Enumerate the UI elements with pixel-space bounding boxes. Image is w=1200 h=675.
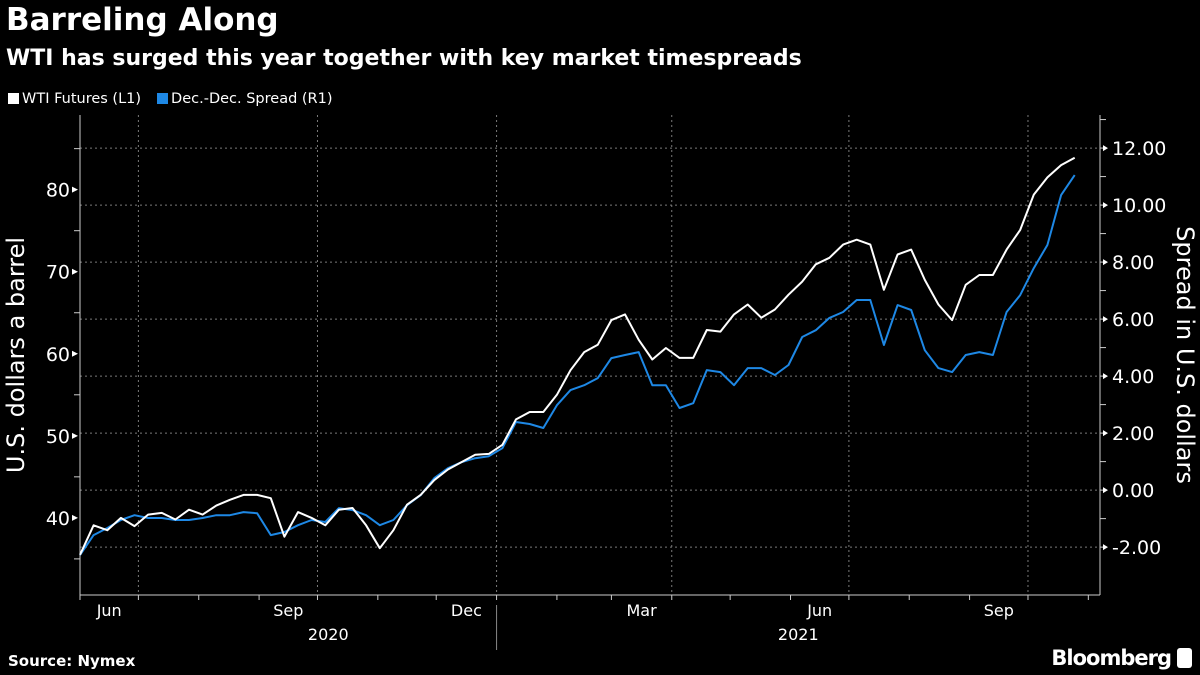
right-tick-marker — [1103, 430, 1108, 437]
right-tick-marker — [1103, 259, 1108, 266]
right-tick-marker — [1103, 544, 1108, 551]
source-note: Source: Nymex — [8, 652, 136, 670]
chart-subtitle: WTI has surged this year together with k… — [6, 46, 802, 71]
legend-label-wti: WTI Futures (L1) — [22, 91, 142, 107]
left-tick-marker — [72, 268, 78, 275]
left-axis-title: U.S. dollars a barrel — [2, 237, 30, 473]
right-tick-marker — [1103, 316, 1108, 323]
right-tick-label: 2.00 — [1112, 423, 1154, 445]
x-month-label: Jun — [806, 601, 832, 620]
left-tick-label: 60 — [46, 344, 70, 366]
legend: WTI Futures (L1) Dec.-Dec. Spread (R1) — [8, 91, 333, 107]
left-tick-label: 70 — [46, 262, 70, 284]
left-tick-label: 50 — [46, 426, 70, 448]
right-tick-marker — [1103, 373, 1108, 380]
right-tick-label: -2.00 — [1112, 537, 1161, 559]
x-year-label: 2021 — [778, 625, 819, 644]
right-tick-label: 8.00 — [1112, 252, 1154, 274]
x-month-label: Sep — [984, 601, 1014, 620]
x-month-label: Dec — [451, 601, 482, 620]
legend-label-spread: Dec.-Dec. Spread (R1) — [171, 91, 333, 107]
legend-swatch-spread — [157, 93, 169, 104]
chart-title: Barreling Along — [6, 2, 279, 38]
left-tick-label: 80 — [46, 180, 70, 202]
left-tick-marker — [72, 350, 78, 357]
left-tick-marker — [72, 432, 78, 439]
right-tick-label: 10.00 — [1112, 195, 1166, 217]
legend-swatch-wti — [8, 93, 19, 104]
right-tick-label: 12.00 — [1112, 138, 1166, 160]
spread-series-line — [79, 174, 1076, 556]
legend-item-spread: Dec.-Dec. Spread (R1) — [157, 91, 333, 107]
x-month-label: Jun — [96, 601, 122, 620]
wti-series-line — [79, 156, 1076, 556]
right-tick-label: 6.00 — [1112, 309, 1154, 331]
bloomberg-chart-icon — [1177, 648, 1192, 668]
right-tick-marker — [1103, 487, 1108, 494]
right-tick-marker — [1103, 145, 1108, 152]
right-tick-marker — [1103, 202, 1108, 209]
x-year-label: 2020 — [308, 625, 349, 644]
bloomberg-logo: Bloomberg — [1051, 646, 1192, 670]
right-tick-label: 4.00 — [1112, 366, 1154, 388]
right-axis-title: Spread in U.S. dollars — [1171, 226, 1199, 484]
left-tick-marker — [72, 514, 78, 521]
logo-text: Bloomberg — [1051, 646, 1172, 670]
left-tick-label: 40 — [46, 508, 70, 530]
right-tick-label: 0.00 — [1112, 480, 1154, 502]
legend-item-wti: WTI Futures (L1) — [8, 91, 141, 107]
x-month-label: Sep — [273, 601, 303, 620]
x-month-label: Mar — [626, 601, 657, 620]
left-tick-marker — [72, 186, 78, 193]
